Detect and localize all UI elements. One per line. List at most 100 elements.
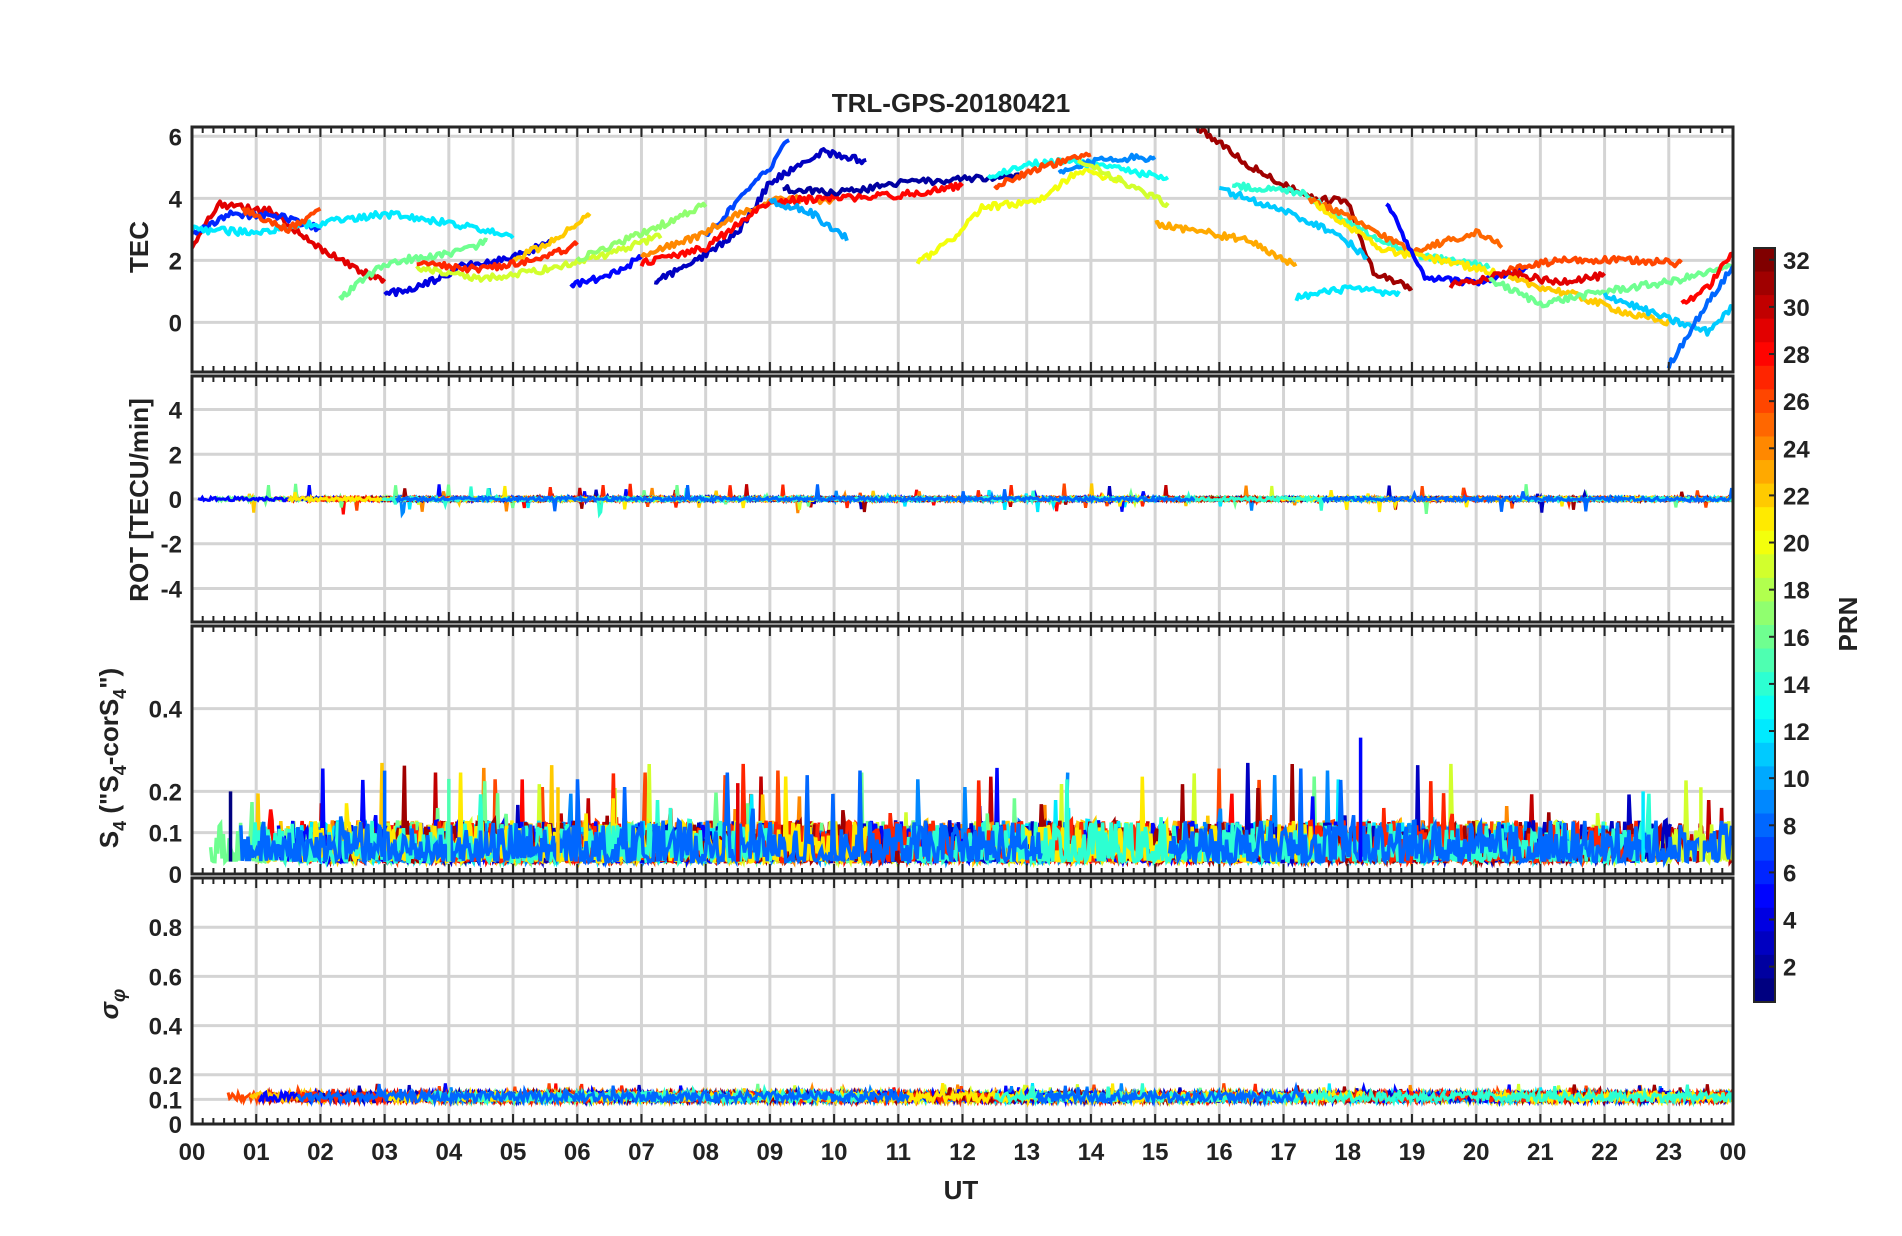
colorbar-tick-label: 16 <box>1783 625 1810 652</box>
tec-series-prn-12 <box>192 209 515 240</box>
colorbar-tick-label: 4 <box>1783 908 1797 935</box>
noise-series-prn-8 <box>239 770 1043 869</box>
tec-series-prn-17 <box>575 201 708 263</box>
colorbar-tick-label: 28 <box>1783 342 1810 369</box>
y-tick-label: 0 <box>169 310 182 337</box>
y-tick-label: 0.2 <box>149 779 182 806</box>
tec-series-prn-25 <box>1307 196 1504 254</box>
x-tick-label: 10 <box>821 1139 848 1166</box>
y-tick-label: 0 <box>169 1112 182 1139</box>
noise-series-prn-8 <box>296 1083 910 1108</box>
tec-series-prn-19 <box>1076 158 1170 208</box>
x-tick-label: 01 <box>243 1139 270 1166</box>
tec-series-prn-19 <box>415 232 663 283</box>
colorbar-cell <box>1754 954 1775 980</box>
colorbar-cell <box>1754 248 1775 273</box>
tec-series-prn-3 <box>653 147 867 285</box>
colorbar-frame <box>1753 247 1776 1003</box>
colorbar-cell <box>1754 483 1775 508</box>
colorbar-cell <box>1754 813 1775 838</box>
x-tick-label: 09 <box>757 1139 784 1166</box>
tec-series-prn-29 <box>1448 268 1606 289</box>
x-tick-label: 04 <box>435 1139 462 1166</box>
y-tick-label: 0.1 <box>149 821 182 848</box>
colorbar-tick-label: 32 <box>1783 248 1810 275</box>
sigma-phi-panel: 00.10.2 0.4 0.6 0.8 <box>149 876 1735 1139</box>
tec-series-prn-26 <box>993 151 1092 191</box>
x-tick-label: 18 <box>1334 1139 1361 1166</box>
x-tick-label: 03 <box>371 1139 398 1166</box>
colorbar-cell <box>1754 436 1775 461</box>
noise-series-prn-8 <box>1035 1081 1305 1108</box>
colorbar-tick-label: 24 <box>1783 436 1810 463</box>
y-tick-label: 0 <box>169 862 182 889</box>
tec-series-prn-21 <box>1313 200 1498 276</box>
x-tick-label: 12 <box>949 1139 976 1166</box>
tec-series-prn-22 <box>511 212 592 262</box>
colorbar-cell <box>1754 907 1775 932</box>
x-tick-label: 14 <box>1078 1139 1105 1166</box>
x-tick-label: 20 <box>1463 1139 1490 1166</box>
x-tick-label: 07 <box>628 1139 655 1166</box>
tec-series-prn-16 <box>1488 262 1733 309</box>
x-tick-label: 17 <box>1270 1139 1297 1166</box>
y-tick-label: 0 <box>169 487 182 514</box>
x-tick-label: 13 <box>1013 1139 1040 1166</box>
tec-series-prn-13 <box>986 156 1170 182</box>
y-tick-label: 2 <box>169 248 182 275</box>
colorbar-cell <box>1754 577 1775 603</box>
colorbar-cell <box>1754 719 1775 744</box>
tec-series-prn-10 <box>768 197 849 242</box>
y-tick-label: -2 <box>161 532 182 559</box>
x-tick-label: 08 <box>692 1139 719 1166</box>
y-tick-label: 0.4 <box>149 697 183 724</box>
tec-series-prn-29 <box>192 199 387 284</box>
colorbar-cell <box>1754 884 1775 909</box>
tec-series-prn-23 <box>1154 219 1298 267</box>
x-tick-label: 16 <box>1206 1139 1233 1166</box>
y-label-s4: S4 ("S4-corS4") <box>94 668 130 848</box>
y-tick-label: 0.1 <box>149 1087 182 1114</box>
colorbar-cell <box>1754 554 1775 579</box>
colorbar-tick-label: 18 <box>1783 578 1810 605</box>
tec-series-prn-22 <box>1507 274 1671 327</box>
tec-series-prn-31 <box>1195 127 1414 292</box>
x-tick-label: 23 <box>1655 1139 1682 1166</box>
colorbar-cell <box>1754 271 1775 296</box>
x-tick-label: 00 <box>1720 1139 1747 1166</box>
colorbar-tick-label: 30 <box>1783 295 1810 322</box>
tec-series-prn-11 <box>1218 185 1369 261</box>
tec-series-prn-16 <box>338 237 489 301</box>
colorbar-cell <box>1754 695 1775 720</box>
y-tick-label: 0.8 <box>149 915 182 942</box>
colorbar-cell <box>1754 648 1775 673</box>
x-tick-label: 19 <box>1399 1139 1426 1166</box>
tec-series-prn-20 <box>915 166 1123 265</box>
colorbar-tick-label: 10 <box>1783 766 1810 793</box>
x-tick-label: 06 <box>564 1139 591 1166</box>
colorbar-cell <box>1754 860 1775 885</box>
noise-series-prn-8 <box>1321 487 1733 512</box>
colorbar-cell <box>1754 601 1775 626</box>
noise-series-prn-8 <box>1167 768 1733 868</box>
colorbar-cell <box>1754 530 1775 555</box>
tec-series-prn-12 <box>1294 284 1401 302</box>
tec-series-prn-5 <box>1385 202 1528 287</box>
tec-series-prn-5 <box>569 254 644 289</box>
colorbar-cell <box>1754 837 1775 862</box>
y-tick-label: 0.2 <box>149 1063 182 1090</box>
colorbar-cell <box>1754 978 1775 1003</box>
y-tick-label: 2 <box>169 442 182 469</box>
y-label-sigma-phi: σφ <box>94 989 130 1020</box>
colorbar-label: PRN <box>1833 597 1863 652</box>
y-tick-label: 4 <box>169 186 183 213</box>
colorbar-tick-label: 8 <box>1783 813 1796 840</box>
y-tick-label: 0.6 <box>149 964 182 991</box>
x-tick-label: 22 <box>1591 1139 1618 1166</box>
colorbar-cell <box>1754 931 1775 956</box>
x-tick-label: 11 <box>886 1139 911 1166</box>
noise-series-prn-8 <box>394 484 1196 512</box>
y-tick-label: 6 <box>169 124 182 151</box>
colorbar-cell <box>1754 295 1775 320</box>
